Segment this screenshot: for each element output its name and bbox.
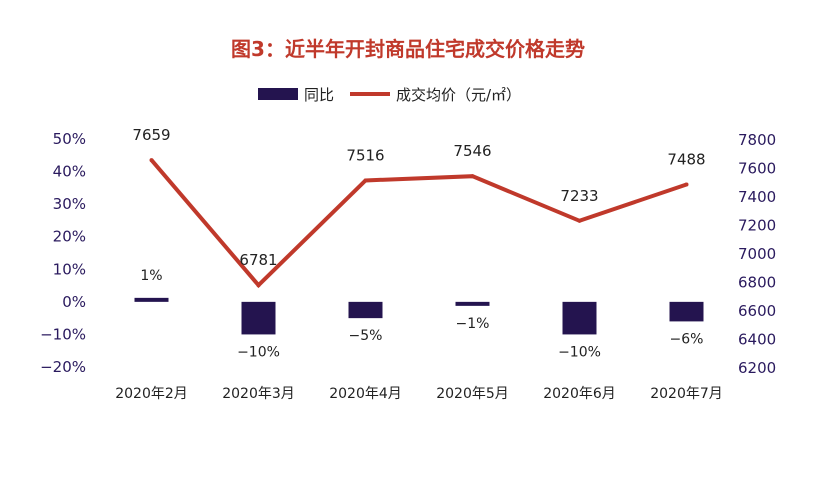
bar (134, 297, 169, 302)
bar (348, 301, 383, 319)
legend-bar-swatch (258, 88, 298, 100)
right-axis: 7800 7600 7400 7200 7000 6800 6600 6400 6200 (738, 131, 776, 377)
line-point (684, 182, 689, 187)
category-label: 2020年6月 (543, 386, 616, 402)
line-data-label: 7233 (560, 187, 598, 205)
left-tick-label: −10% (40, 325, 86, 343)
legend-bar-label: 同比 (304, 86, 334, 104)
bar-data-label: −6% (670, 331, 704, 347)
category-label: 2020年2月 (115, 386, 188, 402)
left-tick-label: 0% (62, 293, 86, 311)
right-tick-label: 7200 (738, 217, 776, 235)
right-tick-label: 6800 (738, 274, 776, 292)
right-tick-label: 7600 (738, 160, 776, 178)
left-tick-label: −20% (40, 358, 86, 376)
line-data-label: 7516 (346, 146, 384, 164)
category-label: 2020年3月 (222, 386, 295, 402)
category-axis: 2020年2月 2020年3月 2020年4月 2020年5月 2020年6月 2020年… (115, 386, 723, 402)
legend-line-label: 成交均价（元/㎡） (396, 86, 521, 104)
right-tick-label: 6200 (738, 359, 776, 377)
bar-data-label: −10% (237, 344, 280, 360)
bar (241, 301, 276, 335)
line-point (577, 218, 582, 223)
left-axis: 50% 40% 30% 20% 10% 0% −10% −20% (40, 130, 86, 376)
line-point (256, 283, 261, 288)
bar-data-label: 1% (140, 268, 162, 284)
bar (455, 301, 490, 306)
bar-series: 1% −10% −5% −1% −10% −6% (134, 268, 704, 360)
right-tick-label: 7000 (738, 245, 776, 263)
line-point (363, 178, 368, 183)
bar-data-label: −1% (456, 316, 490, 332)
line-data-label: 7488 (667, 150, 705, 168)
category-label: 2020年7月 (650, 386, 723, 402)
left-tick-label: 40% (53, 163, 86, 181)
chart-title: 图3：近半年开封商品住宅成交价格走势 (231, 37, 585, 61)
right-tick-label: 6600 (738, 302, 776, 320)
line-point (149, 158, 154, 163)
bar (562, 301, 597, 335)
left-tick-label: 30% (53, 195, 86, 213)
category-label: 2020年4月 (329, 386, 402, 402)
left-tick-label: 50% (53, 130, 86, 148)
line-data-label: 6781 (239, 251, 277, 269)
legend: 同比 成交均价（元/㎡） (258, 86, 521, 104)
left-tick-label: 10% (53, 260, 86, 278)
line-series: 7659 6781 7516 7546 7233 7488 (132, 126, 706, 289)
category-label: 2020年5月 (436, 386, 509, 402)
right-tick-label: 7800 (738, 131, 776, 149)
bar (669, 301, 704, 322)
line-data-label: 7546 (453, 142, 491, 160)
left-tick-label: 20% (53, 228, 86, 246)
bar-data-label: −5% (349, 328, 383, 344)
right-tick-label: 7400 (738, 188, 776, 206)
price-line (149, 158, 688, 289)
line-data-label: 7659 (132, 126, 170, 144)
line-point (470, 174, 475, 179)
bar-data-label: −10% (558, 344, 601, 360)
right-tick-label: 6400 (738, 331, 776, 349)
